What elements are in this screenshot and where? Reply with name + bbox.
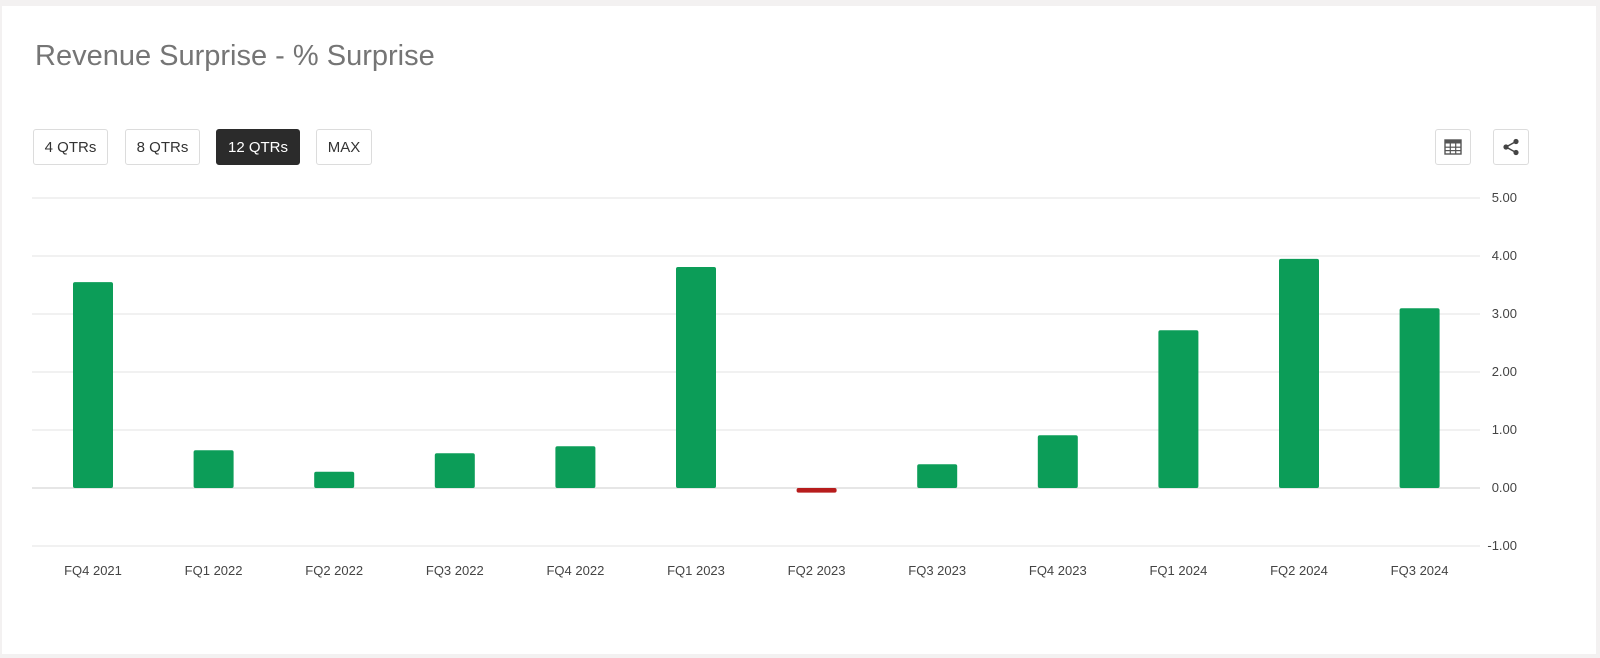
x-tick-label: FQ3 2022 — [426, 563, 484, 578]
chart-title: Revenue Surprise - % Surprise — [35, 40, 435, 72]
range-12-qtrs-button[interactable]: 12 QTRs — [216, 129, 300, 165]
y-tick-label: 5.00 — [1492, 190, 1517, 205]
x-tick-label: FQ4 2021 — [64, 563, 122, 578]
bar-fq2-2023[interactable] — [796, 488, 837, 493]
share-icon — [1503, 138, 1519, 156]
x-tick-label: FQ1 2024 — [1149, 563, 1207, 578]
x-tick-label: FQ2 2024 — [1270, 563, 1328, 578]
revenue-surprise-chart: 5.00 4.00 3.00 2.00 1.00 0.00 -1.00 FQ4 2021 FQ1… — [32, 190, 1517, 578]
share-button[interactable] — [1493, 129, 1529, 165]
bar-fq3-2022[interactable] — [434, 453, 475, 488]
range-max-button[interactable]: MAX — [316, 129, 372, 165]
bar-fq4-2023[interactable] — [1037, 435, 1078, 488]
bar-fq1-2022[interactable] — [193, 450, 234, 488]
x-tick-label: FQ3 2024 — [1391, 563, 1449, 578]
range-8-qtrs-button[interactable]: 8 QTRs — [125, 129, 200, 165]
bar-fq1-2023[interactable] — [676, 267, 716, 488]
bar-fq4-2022[interactable] — [555, 446, 596, 488]
bar-fq3-2023[interactable] — [917, 464, 958, 488]
bar-fq4-2021[interactable] — [73, 282, 113, 488]
x-tick-label: FQ4 2022 — [546, 563, 604, 578]
x-tick-label: FQ3 2023 — [908, 563, 966, 578]
table-icon — [1444, 139, 1462, 155]
y-tick-label: 1.00 — [1492, 422, 1517, 437]
bar-fq3-2024[interactable] — [1399, 308, 1440, 488]
y-tick-label: 0.00 — [1492, 480, 1517, 495]
y-tick-label: 3.00 — [1492, 306, 1517, 321]
x-tick-label: FQ4 2023 — [1029, 563, 1087, 578]
bar-fq2-2024[interactable] — [1279, 258, 1319, 488]
range-4-qtrs-button[interactable]: 4 QTRs — [33, 129, 108, 165]
y-tick-label: -1.00 — [1487, 538, 1517, 553]
x-tick-label: FQ1 2023 — [667, 563, 725, 578]
y-tick-label: 2.00 — [1492, 364, 1517, 379]
table-view-button[interactable] — [1435, 129, 1471, 165]
bar-fq1-2024[interactable] — [1158, 330, 1199, 488]
x-tick-label: FQ1 2022 — [185, 563, 243, 578]
x-tick-label: FQ2 2023 — [788, 563, 846, 578]
chart-card: Revenue Surprise - % Surprise 4 QTRs 8 Q… — [2, 6, 1596, 654]
x-tick-label: FQ2 2022 — [305, 563, 363, 578]
bar-fq2-2022[interactable] — [314, 471, 355, 488]
y-tick-label: 4.00 — [1492, 248, 1517, 263]
